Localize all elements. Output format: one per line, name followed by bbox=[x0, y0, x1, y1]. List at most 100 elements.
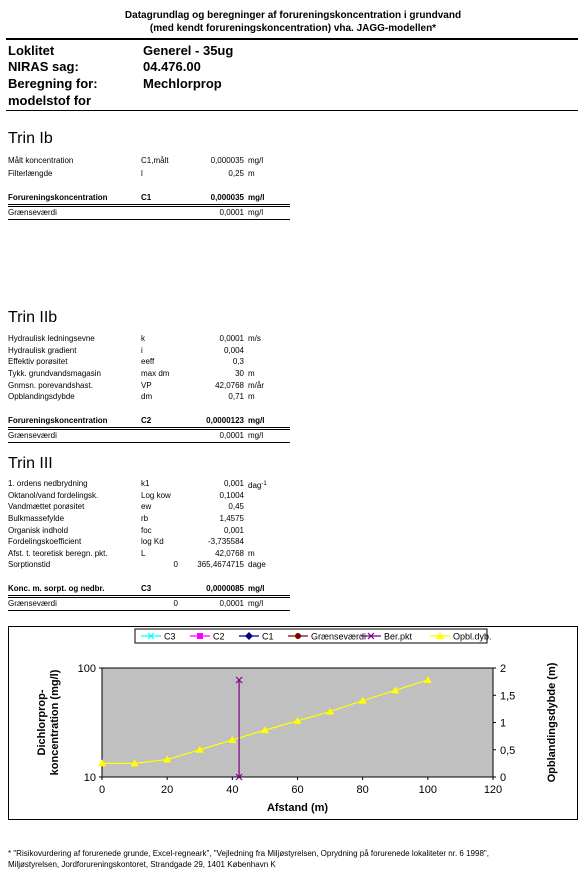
row-label: Oktanol/vand fordelingsk. bbox=[8, 491, 99, 500]
table-row: Fordelingskoefficient log Kd -3,735584 bbox=[8, 536, 292, 548]
legend-marker bbox=[295, 633, 301, 639]
table-row: Oktanol/vand fordelingsk. Log kow 0,1004 bbox=[8, 490, 292, 502]
limit-unit: mg/l bbox=[248, 599, 264, 608]
limit-row: Grænseværdi 0,0001 mg/l bbox=[8, 207, 292, 219]
unit-text: dag bbox=[248, 481, 262, 490]
divider bbox=[8, 442, 290, 443]
divider bbox=[8, 206, 290, 207]
row-label: Sorptionstid bbox=[8, 560, 51, 569]
section-title-trin1: Trin Ib bbox=[8, 130, 53, 147]
data-point-opbl bbox=[326, 707, 335, 715]
row-value: 0,25 bbox=[228, 169, 244, 178]
row-value: 0,1004 bbox=[219, 491, 244, 500]
table-row: Hydraulisk gradient i 0,004 bbox=[8, 345, 292, 357]
divider bbox=[8, 219, 290, 220]
legend-label: Grænseværdi bbox=[311, 632, 366, 642]
legend-box bbox=[134, 628, 488, 644]
row-symbol: C1,målt bbox=[141, 156, 169, 165]
row-unit: m bbox=[248, 169, 255, 178]
row-label: Gnmsn. porevandshast. bbox=[8, 381, 93, 390]
table-row: Gnmsn. porevandshast. VP 42,0768 m/år bbox=[8, 380, 292, 392]
limit-prefix: 0 bbox=[173, 599, 178, 608]
x-tick-label: 20 bbox=[161, 784, 173, 796]
row-value: 1,4575 bbox=[219, 514, 244, 523]
x-tick-label: 120 bbox=[484, 784, 502, 796]
row-symbol: VP bbox=[141, 381, 152, 390]
divider bbox=[8, 427, 290, 428]
section-title-trin3: Trin III bbox=[8, 455, 53, 472]
result-row: Konc. m. sorpt. og nedbr. C3 0,0000085 m… bbox=[8, 583, 292, 595]
chart-svg: 0 20 40 60 80 100 120 10 100 0 0,5 1 1,5 2 Afstand (m)… bbox=[36, 628, 558, 814]
x-tick-label: 80 bbox=[357, 784, 369, 796]
limit-unit: mg/l bbox=[248, 208, 264, 217]
row-label: Filterlængde bbox=[8, 169, 53, 178]
row-value: -3,735584 bbox=[207, 537, 244, 546]
result-value: 0,000035 bbox=[210, 193, 244, 202]
limit-row: Grænseværdi 0 0,0001 mg/l bbox=[8, 598, 292, 610]
result-label: Forureningskoncentration bbox=[8, 416, 108, 425]
result-label: Forureningskoncentration bbox=[8, 193, 108, 202]
meta-label-modelstof: modelstof for bbox=[8, 93, 92, 108]
table-row: 1. ordens nedbrydning k1 0,001 dag-1 bbox=[8, 478, 292, 490]
result-value: 0,0000123 bbox=[206, 416, 244, 425]
x-tick-label: 100 bbox=[419, 784, 437, 796]
divider bbox=[8, 204, 290, 205]
row-symbol: l bbox=[141, 169, 143, 178]
data-point-opbl bbox=[163, 755, 172, 763]
x-tick-label: 0 bbox=[99, 784, 105, 796]
table-row: Opblandingsdybde dm 0,71 m bbox=[8, 391, 292, 403]
row-symbol: eeff bbox=[141, 357, 155, 366]
row-label: Organisk indhold bbox=[8, 526, 69, 535]
row-symbol: L bbox=[141, 549, 146, 558]
row-label: Vandmættet porøsitet bbox=[8, 502, 85, 511]
meta-value-sag: 04.476.00 bbox=[143, 59, 201, 74]
row-symbol: rb bbox=[141, 514, 149, 523]
row-unit: m/år bbox=[248, 381, 264, 390]
row-label: 1. ordens nedbrydning bbox=[8, 479, 88, 488]
row-unit: dag-1 bbox=[248, 478, 267, 492]
divider bbox=[8, 610, 290, 611]
divider bbox=[8, 429, 290, 430]
divider bbox=[8, 597, 290, 598]
legend-marker bbox=[147, 632, 155, 640]
meta-value-beregning: Mechlorprop bbox=[143, 76, 222, 91]
legend-marker bbox=[245, 632, 253, 640]
row-value: 42,0768 bbox=[215, 381, 244, 390]
data-point-opbl bbox=[195, 745, 204, 753]
legend-label: Ber.pkt bbox=[384, 632, 413, 642]
table-row: Vandmættet porøsitet ew 0,45 bbox=[8, 501, 292, 513]
y-left-axis-label: Dichlorprop-koncentration (mg/l) bbox=[36, 669, 61, 775]
table-row: Organisk indhold foc 0,001 bbox=[8, 525, 292, 537]
row-symbol: log Kd bbox=[141, 537, 164, 546]
y-right-tick-label: 0 bbox=[500, 772, 506, 784]
row-symbol: i bbox=[141, 346, 143, 355]
data-point-opbl bbox=[293, 716, 302, 724]
meta-label-lokalitet: Loklitet bbox=[8, 43, 55, 58]
data-point-berpkt bbox=[235, 676, 243, 684]
row-unit: mg/l bbox=[248, 156, 264, 165]
limit-label: Grænseværdi bbox=[8, 208, 57, 217]
table-row: Bulkmassefylde rb 1,4575 bbox=[8, 513, 292, 525]
row-symbol: Log kow bbox=[141, 491, 171, 500]
legend-marker bbox=[367, 632, 375, 640]
row-value: 0,3 bbox=[232, 357, 244, 366]
limit-value: 0,0001 bbox=[219, 208, 244, 217]
table-row: Tykk. grundvandsmagasin max dm 30 m bbox=[8, 368, 292, 380]
legend-marker bbox=[436, 632, 444, 639]
row-unit: m bbox=[248, 549, 255, 558]
data-point-opbl bbox=[423, 675, 432, 683]
result-symbol: C1 bbox=[141, 193, 152, 202]
row-unit: m bbox=[248, 369, 255, 378]
chart: 0 20 40 60 80 100 120 10 100 0 0,5 1 1,5 2 Afstand (m)… bbox=[8, 626, 578, 820]
row-symbol: foc bbox=[141, 526, 152, 535]
y-left-tick-label: 100 bbox=[78, 663, 96, 675]
row-symbol: ew bbox=[141, 502, 152, 511]
section-title-trin2: Trin IIb bbox=[8, 309, 58, 326]
divider bbox=[6, 38, 578, 40]
row-label: Fordelingskoefficient bbox=[8, 537, 82, 546]
meta-label-beregning: Beregning for: bbox=[8, 76, 98, 91]
row-value: 42,0768 bbox=[215, 549, 244, 558]
row-value: 0,004 bbox=[223, 346, 244, 355]
y-right-tick-label: 0,5 bbox=[500, 745, 515, 757]
row-value: 0,0001 bbox=[219, 334, 244, 343]
